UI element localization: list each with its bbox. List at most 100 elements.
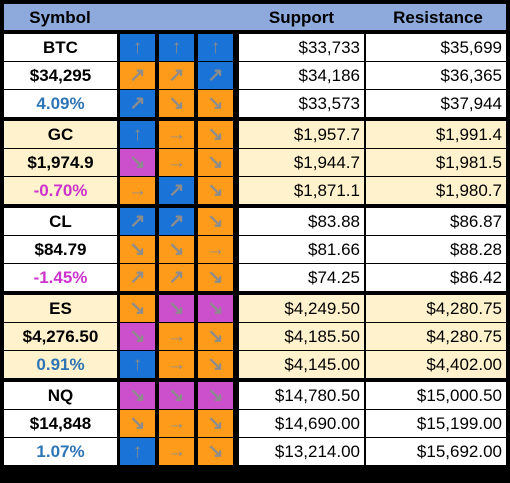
resistance-value: $35,699 bbox=[366, 34, 506, 61]
trend-down-right-arrow-icon: ↘ bbox=[159, 295, 194, 322]
table-row: 1.07% ↑ → ↘ $13,214.00 $15,692.00 bbox=[4, 438, 506, 465]
trend-down-right-arrow-icon: ↘ bbox=[198, 410, 233, 437]
trend-down-right-arrow-icon: ↘ bbox=[120, 149, 155, 176]
symbol-change-percent: 1.07% bbox=[4, 438, 117, 465]
resistance-value: $4,280.75 bbox=[366, 323, 506, 350]
symbol-change-percent: -0.70% bbox=[4, 177, 117, 204]
trend-up-right-arrow-icon: ↗ bbox=[120, 264, 155, 291]
trend-down-right-arrow-icon: ↘ bbox=[120, 382, 155, 409]
support-value: $1,944.7 bbox=[239, 149, 364, 176]
table-row: BTC ↑ ↑ ↑ $33,733 $35,699 bbox=[4, 34, 506, 61]
symbol-price: $1,974.9 bbox=[4, 149, 117, 176]
trend-right-arrow-icon: → bbox=[159, 149, 194, 176]
trend-down-right-arrow-icon: ↘ bbox=[198, 382, 233, 409]
symbol-column-header: Symbol bbox=[29, 8, 91, 27]
symbol-change-percent: 4.09% bbox=[4, 90, 117, 117]
symbol-block-es: ES ↘ ↘ ↘ $4,249.50 $4,280.75 $4,276.50 ↘ → ↘ $4,18… bbox=[4, 295, 506, 379]
support-value: $33,573 bbox=[239, 90, 364, 117]
symbol-block-gc: GC ↑ → ↘ $1,957.7 $1,991.4 $1,974.9 ↘ → ↘ $1,944.7… bbox=[4, 121, 506, 205]
trend-right-arrow-icon: → bbox=[159, 323, 194, 350]
symbol-ticker: NQ bbox=[4, 382, 117, 409]
support-value: $1,871.1 bbox=[239, 177, 364, 204]
resistance-value: $86.42 bbox=[366, 264, 506, 291]
support-value: $4,145.00 bbox=[239, 351, 364, 378]
table-row: $34,295 ↗ ↗ ↗ $34,186 $36,365 bbox=[4, 62, 506, 89]
trend-right-arrow-icon: → bbox=[159, 410, 194, 437]
table-row: $4,276.50 ↘ → ↘ $4,185.50 $4,280.75 bbox=[4, 323, 506, 350]
symbol-ticker: BTC bbox=[4, 34, 117, 61]
trend-down-right-arrow-icon: ↘ bbox=[198, 208, 233, 235]
trend-up-right-arrow-icon: ↗ bbox=[120, 62, 155, 89]
trend-up-right-arrow-icon: ↗ bbox=[198, 62, 233, 89]
symbol-price: $84.79 bbox=[4, 236, 117, 263]
trend-down-right-arrow-icon: ↘ bbox=[120, 295, 155, 322]
trend-down-right-arrow-icon: ↘ bbox=[198, 90, 233, 117]
support-value: $14,690.00 bbox=[239, 410, 364, 437]
trend-right-arrow-icon: → bbox=[159, 438, 194, 465]
trend-down-right-arrow-icon: ↘ bbox=[120, 410, 155, 437]
table-row: $14,848 ↘ → ↘ $14,690.00 $15,199.00 bbox=[4, 410, 506, 437]
support-value: $33,733 bbox=[239, 34, 364, 61]
trend-down-right-arrow-icon: ↘ bbox=[198, 438, 233, 465]
resistance-value: $86.87 bbox=[366, 208, 506, 235]
support-value: $1,957.7 bbox=[239, 121, 364, 148]
support-value: $81.66 bbox=[239, 236, 364, 263]
support-value: $83.88 bbox=[239, 208, 364, 235]
support-value: $14,780.50 bbox=[239, 382, 364, 409]
support-value: $4,249.50 bbox=[239, 295, 364, 322]
trend-down-right-arrow-icon: ↘ bbox=[198, 121, 233, 148]
support-value: $34,186 bbox=[239, 62, 364, 89]
symbol-change-percent: 0.91% bbox=[4, 351, 117, 378]
table-row: -0.70% → ↗ ↘ $1,871.1 $1,980.7 bbox=[4, 177, 506, 204]
trend-down-right-arrow-icon: ↘ bbox=[198, 177, 233, 204]
trend-up-arrow-icon: ↑ bbox=[120, 351, 155, 378]
trend-up-right-arrow-icon: ↗ bbox=[159, 264, 194, 291]
resistance-value: $4,280.75 bbox=[366, 295, 506, 322]
resistance-value: $1,980.7 bbox=[366, 177, 506, 204]
trend-up-arrow-icon: ↑ bbox=[120, 121, 155, 148]
trend-up-right-arrow-icon: ↗ bbox=[120, 90, 155, 117]
table-row: GC ↑ → ↘ $1,957.7 $1,991.4 bbox=[4, 121, 506, 148]
trend-down-right-arrow-icon: ↘ bbox=[159, 90, 194, 117]
trend-right-arrow-icon: → bbox=[159, 351, 194, 378]
symbol-price: $34,295 bbox=[4, 62, 117, 89]
support-column-header: Support bbox=[268, 8, 335, 27]
table-row: CL ↗ ↗ ↘ $83.88 $86.87 bbox=[4, 208, 506, 235]
trend-down-right-arrow-icon: ↘ bbox=[198, 295, 233, 322]
trend-up-right-arrow-icon: ↗ bbox=[159, 208, 194, 235]
table-row: $1,974.9 ↘ → ↘ $1,944.7 $1,981.5 bbox=[4, 149, 506, 176]
symbol-price: $14,848 bbox=[4, 410, 117, 437]
support-value: $4,185.50 bbox=[239, 323, 364, 350]
resistance-value: $88.28 bbox=[366, 236, 506, 263]
trend-down-right-arrow-icon: ↘ bbox=[120, 236, 155, 263]
resistance-value: $1,981.5 bbox=[366, 149, 506, 176]
trend-down-right-arrow-icon: ↘ bbox=[159, 382, 194, 409]
symbol-ticker: ES bbox=[4, 295, 117, 322]
symbol-ticker: GC bbox=[4, 121, 117, 148]
table-row: $84.79 ↘ ↘ → $81.66 $88.28 bbox=[4, 236, 506, 263]
resistance-value: $15,000.50 bbox=[366, 382, 506, 409]
trend-up-arrow-icon: ↑ bbox=[198, 34, 233, 61]
symbol-block-nq: NQ ↘ ↘ ↘ $14,780.50 $15,000.50 $14,848 ↘ → ↘ $14,6… bbox=[4, 382, 506, 466]
trend-up-arrow-icon: ↑ bbox=[120, 438, 155, 465]
trend-right-arrow-icon: → bbox=[120, 177, 155, 204]
table-row: 4.09% ↗ ↘ ↘ $33,573 $37,944 bbox=[4, 90, 506, 117]
trend-up-arrow-icon: ↑ bbox=[159, 34, 194, 61]
trend-right-arrow-icon: → bbox=[198, 236, 233, 263]
symbol-block-btc: BTC ↑ ↑ ↑ $33,733 $35,699 $34,295 ↗ ↗ ↗ $34,186 $36… bbox=[4, 34, 506, 118]
resistance-column-header: Resistance bbox=[393, 8, 483, 27]
resistance-value: $37,944 bbox=[366, 90, 506, 117]
trend-down-right-arrow-icon: ↘ bbox=[198, 149, 233, 176]
table-row: -1.45% ↗ ↗ ↘ $74.25 $86.42 bbox=[4, 264, 506, 291]
table-row: NQ ↘ ↘ ↘ $14,780.50 $15,000.50 bbox=[4, 382, 506, 409]
resistance-value: $36,365 bbox=[366, 62, 506, 89]
resistance-value: $15,199.00 bbox=[366, 410, 506, 437]
trend-up-arrow-icon: ↑ bbox=[120, 34, 155, 61]
support-value: $74.25 bbox=[239, 264, 364, 291]
resistance-value: $4,402.00 bbox=[366, 351, 506, 378]
table-header: Symbol Support Resistance bbox=[4, 4, 506, 30]
symbol-block-cl: CL ↗ ↗ ↘ $83.88 $86.87 $84.79 ↘ ↘ → $81.66 $88.28 -1… bbox=[4, 208, 506, 292]
support-value: $13,214.00 bbox=[239, 438, 364, 465]
trend-down-right-arrow-icon: ↘ bbox=[198, 264, 233, 291]
